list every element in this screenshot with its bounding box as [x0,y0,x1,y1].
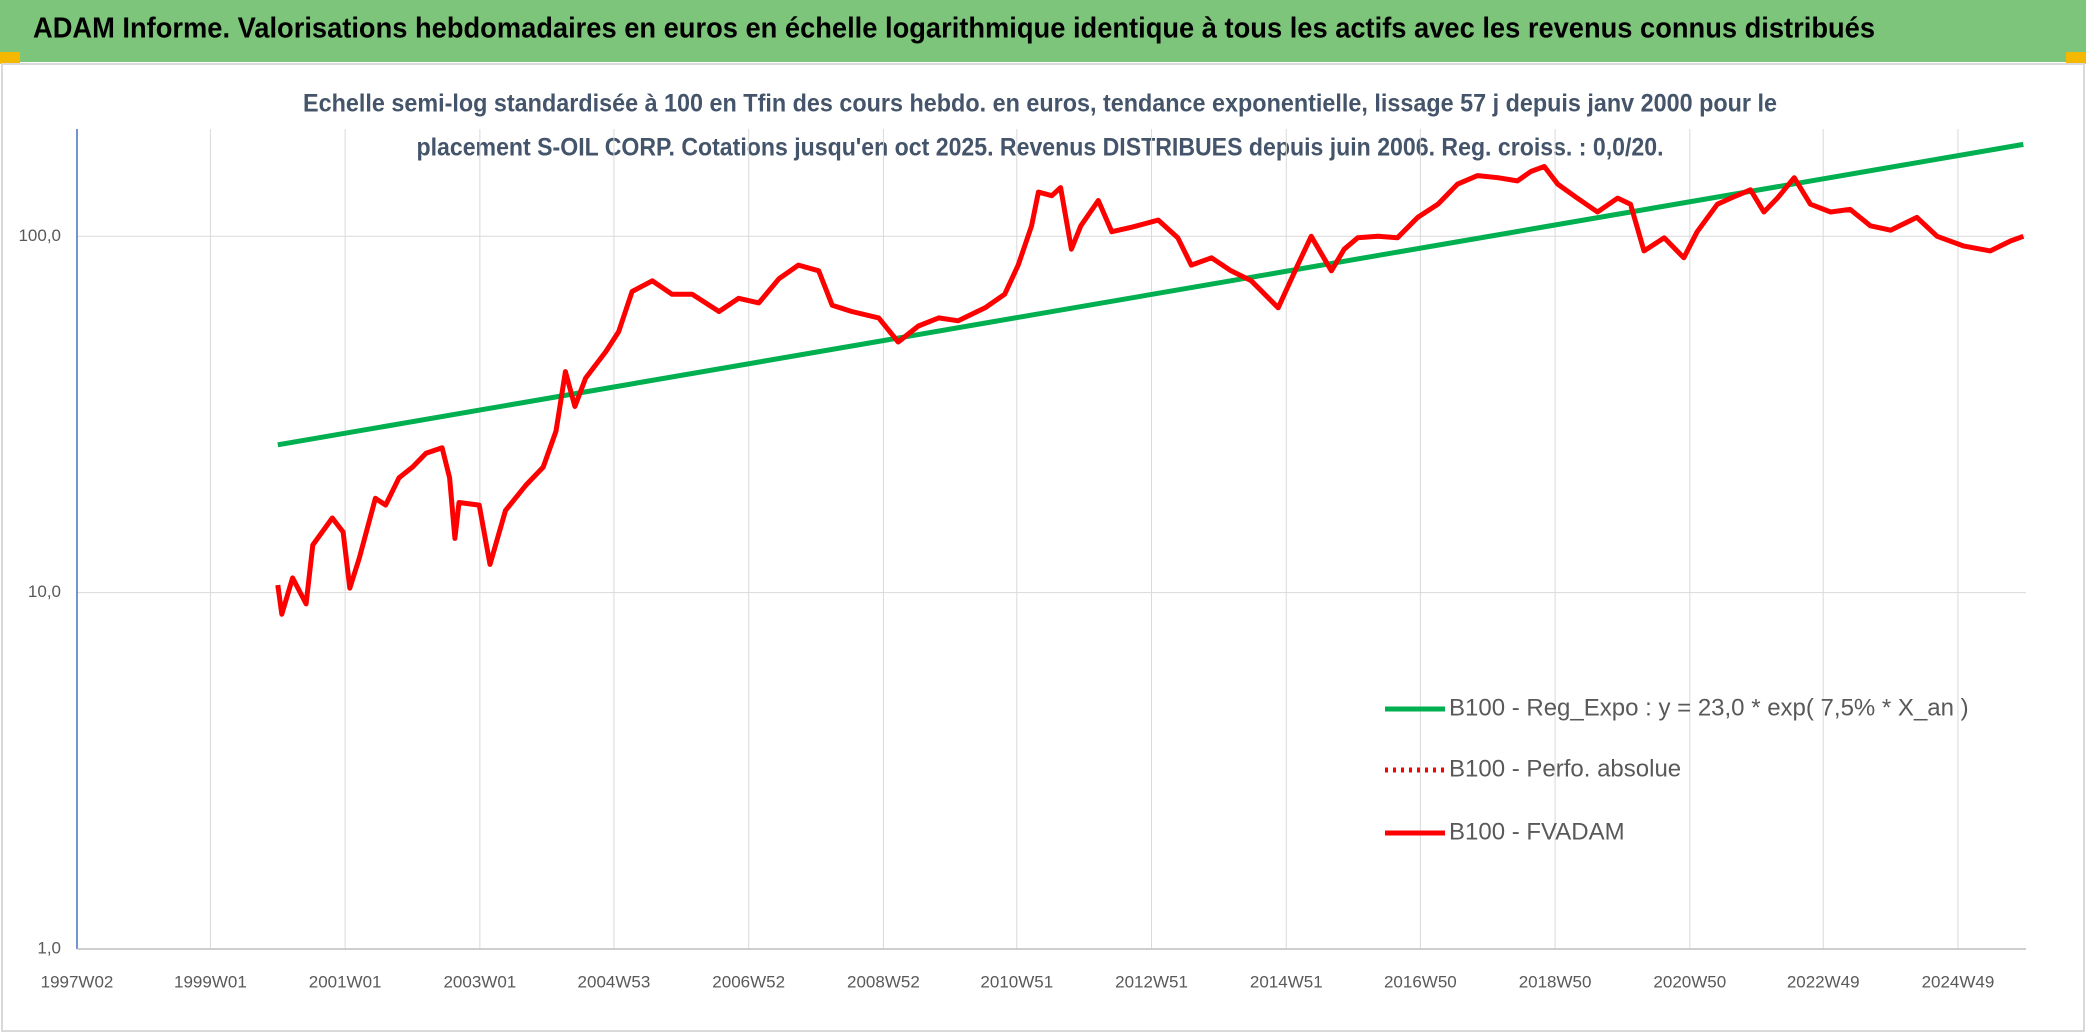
x-tick-label: 2004W53 [578,972,651,991]
x-tick-label: 2022W49 [1787,972,1860,991]
x-tick-label: 1999W01 [174,972,247,991]
y-tick-label: 100,0 [18,226,61,245]
series-line [275,164,2025,617]
x-tick-label: 2010W51 [980,972,1053,991]
legend-label: B100 - Perfo. absolue [1449,755,1681,782]
header-title: ADAM Informe. Valorisations hebdomadaire… [33,13,1875,45]
x-tick-label: 2018W50 [1519,972,1592,991]
series-line [277,141,2024,448]
corner [2066,52,2086,64]
x-tick-label: 2016W50 [1384,972,1457,991]
x-tick-label: 2012W51 [1115,972,1188,991]
chart-subtitle: Echelle semi-log standardisée à 100 en T… [303,90,1777,118]
legend-label: B100 - FVADAM [1449,818,1625,845]
header-bar [0,0,2086,62]
corner [0,52,20,64]
x-tick-label: 2024W49 [1922,972,1995,991]
x-tick-label: 1997W02 [41,972,114,991]
x-tick-label: 2003W01 [443,972,516,991]
chart-subtitle: placement S-OIL CORP. Cotations jusqu'en… [417,134,1664,162]
x-tick-label: 2008W52 [847,972,920,991]
x-tick-label: 2001W01 [309,972,382,991]
x-tick-label: 2020W50 [1653,972,1726,991]
y-tick-label: 10,0 [28,582,61,601]
x-tick-label: 2006W52 [712,972,785,991]
legend-label: B100 - Reg_Expo : y = 23,0 * exp( 7,5% *… [1449,694,1969,721]
x-tick-label: 2014W51 [1250,972,1323,991]
frame [1,63,2085,1032]
y-tick-label: 1,0 [37,938,61,957]
